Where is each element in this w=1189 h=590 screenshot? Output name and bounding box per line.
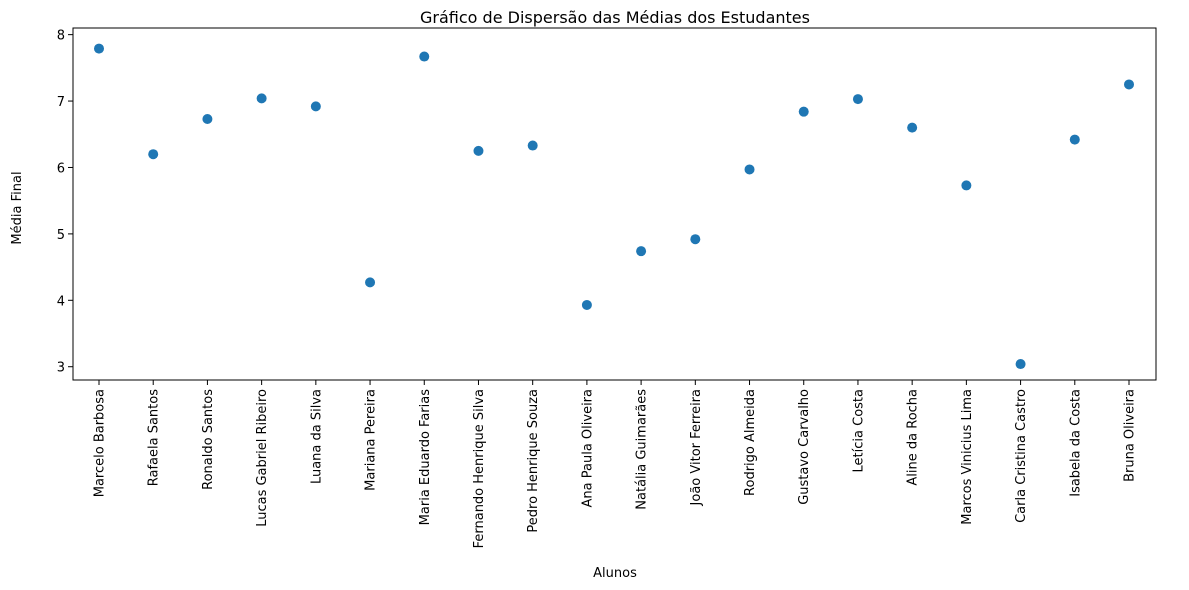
y-tick-label: 4 [57, 294, 65, 309]
y-tick-label: 6 [57, 161, 65, 176]
data-point [148, 149, 159, 160]
x-tick-label: Pedro Henrique Souza [526, 389, 541, 533]
x-tick-label: Rafaela Santos [147, 389, 162, 486]
x-tick-label: Lucas Gabriel Ribeiro [255, 389, 270, 527]
y-tick-label: 8 [57, 29, 65, 44]
x-tick-label: Isabela da Costa [1068, 389, 1083, 497]
data-point [419, 51, 430, 62]
x-tick-label: Rodrigo Almeida [743, 389, 758, 496]
x-tick-label: Aline da Rocha [906, 389, 921, 486]
y-axis: 3 4 5 6 7 8 [57, 29, 73, 376]
x-tick-label: Fernando Henrique Silva [472, 389, 487, 548]
data-point [473, 145, 484, 156]
data-point [798, 106, 809, 117]
y-tick-label: 5 [57, 228, 65, 243]
x-tick-label: Marcos Vinicius Lima [960, 389, 975, 525]
data-point [744, 164, 755, 175]
data-point [636, 246, 647, 257]
data-point [581, 299, 592, 310]
x-tick-label: Natália Guimarães [635, 389, 650, 510]
data-point [1015, 359, 1026, 370]
data-point [961, 180, 972, 191]
x-tick-label: Maria Eduardo Farias [418, 389, 433, 526]
data-point [690, 234, 701, 245]
plot-frame [72, 27, 1157, 381]
data-point [1124, 79, 1134, 90]
x-tick-label: Bruna Oliveira [1123, 389, 1138, 482]
x-tick-label: Gustavo Carvalho [797, 389, 812, 505]
x-axis-label: Alunos [593, 566, 637, 581]
data-point [365, 277, 376, 288]
y-tick-label: 3 [57, 361, 65, 376]
x-tick-label: Ana Paula Oliveira [580, 389, 595, 507]
x-tick-label: Mariana Pereira [364, 389, 379, 491]
x-tick-label: Luana da Silva [309, 389, 324, 484]
data-point [310, 101, 321, 112]
y-axis-label: Média Final [10, 171, 25, 244]
x-tick-label: Carla Cristina Castro [1014, 389, 1029, 523]
data-point [202, 113, 213, 124]
x-axis: Marcelo Barbosa Rafaela Santos Ronaldo San… [93, 380, 1138, 548]
data-point [907, 122, 918, 133]
data-point [256, 93, 267, 104]
data-point [852, 94, 863, 105]
x-tick-label: Letícia Costa [851, 389, 866, 472]
chart-title: Gráfico de Dispersão das Médias dos Estu… [420, 8, 810, 27]
x-tick-label: Marcelo Barbosa [93, 389, 108, 497]
data-points [94, 43, 1134, 370]
x-tick-label: Ronaldo Santos [201, 389, 216, 490]
data-point [94, 43, 104, 54]
data-point [1069, 134, 1080, 145]
x-tick-label: João Vitor Ferreira [689, 389, 704, 506]
data-point [527, 140, 538, 151]
y-tick-label: 7 [57, 95, 65, 110]
